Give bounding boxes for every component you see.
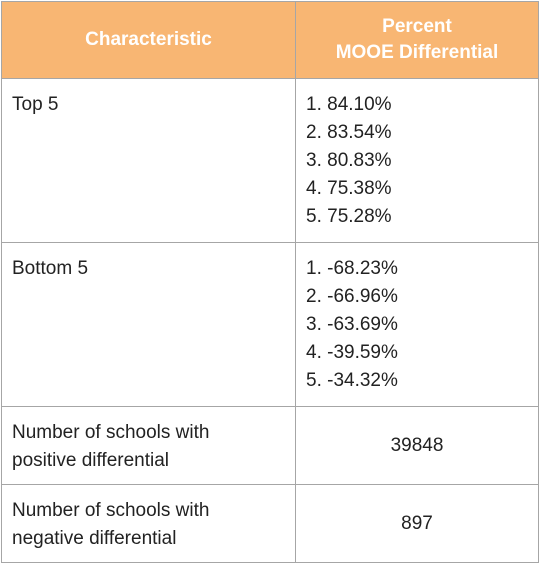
top5-item-5: 5. 75.28% xyxy=(306,206,392,227)
positive-label-line2: positive differential xyxy=(12,450,170,471)
header-percent-line2: MOOE Differential xyxy=(335,42,499,63)
positive-value: 39848 xyxy=(295,406,539,485)
table-row-bottom5: Bottom 5 1. -68.23% 2. -66.96% 3. -63.69… xyxy=(1,242,539,407)
table-row-negative: Number of schools with negative differen… xyxy=(1,484,539,563)
header-row: Characteristic Percent MOOE Differential xyxy=(1,1,539,79)
bottom5-item-5: 5. -34.32% xyxy=(306,370,398,391)
table-row-top5: Top 5 1. 84.10% 2. 83.54% 3. 80.83% 4. 7… xyxy=(1,78,539,243)
negative-label-line2: negative differential xyxy=(12,528,177,549)
negative-label-line1: Number of schools with xyxy=(12,500,210,521)
positive-label-line1: Number of schools with xyxy=(12,422,210,443)
top5-label: Top 5 xyxy=(1,78,296,243)
bottom5-label: Bottom 5 xyxy=(1,242,296,407)
bottom5-item-4: 4. -39.59% xyxy=(306,342,398,363)
top5-item-4: 4. 75.38% xyxy=(306,178,392,199)
top5-item-2: 2. 83.54% xyxy=(306,122,392,143)
header-percent-line1: Percent xyxy=(382,16,452,37)
positive-label: Number of schools with positive differen… xyxy=(1,406,296,485)
negative-value: 897 xyxy=(295,484,539,563)
top5-item-3: 3. 80.83% xyxy=(306,150,392,171)
top5-item-1: 1. 84.10% xyxy=(306,94,392,115)
bottom5-item-2: 2. -66.96% xyxy=(306,286,398,307)
table-row-positive: Number of schools with positive differen… xyxy=(1,406,539,485)
header-percent-mooe-differential: Percent MOOE Differential xyxy=(295,1,539,79)
bottom5-item-1: 1. -68.23% xyxy=(306,258,398,279)
header-characteristic: Characteristic xyxy=(1,1,296,79)
negative-label: Number of schools with negative differen… xyxy=(1,484,296,563)
bottom5-list: 1. -68.23% 2. -66.96% 3. -63.69% 4. -39.… xyxy=(295,242,539,407)
bottom5-item-3: 3. -63.69% xyxy=(306,314,398,335)
top5-list: 1. 84.10% 2. 83.54% 3. 80.83% 4. 75.38% … xyxy=(295,78,539,243)
